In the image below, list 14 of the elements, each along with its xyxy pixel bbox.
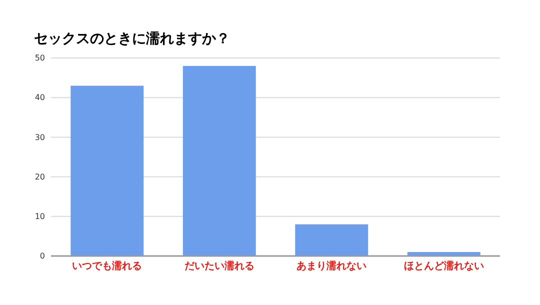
y-tick-label: 50 xyxy=(34,54,45,63)
bar xyxy=(182,66,256,256)
y-tick-label: 0 xyxy=(40,252,45,261)
x-tick-label: いつでも濡れる xyxy=(72,260,142,272)
bar xyxy=(295,224,368,256)
y-tick-label: 40 xyxy=(34,93,45,102)
x-tick-label: あまり濡れない xyxy=(296,260,367,272)
x-tick-label: ほとんど濡れない xyxy=(404,260,484,272)
x-tick-label: だいたい濡れる xyxy=(184,260,254,272)
y-tick-label: 30 xyxy=(34,132,45,142)
chart-title: セックスのときに濡れますか？ xyxy=(34,31,230,47)
y-tick-label: 20 xyxy=(34,172,45,182)
bar xyxy=(70,86,144,256)
y-tick-label: 10 xyxy=(34,212,45,221)
